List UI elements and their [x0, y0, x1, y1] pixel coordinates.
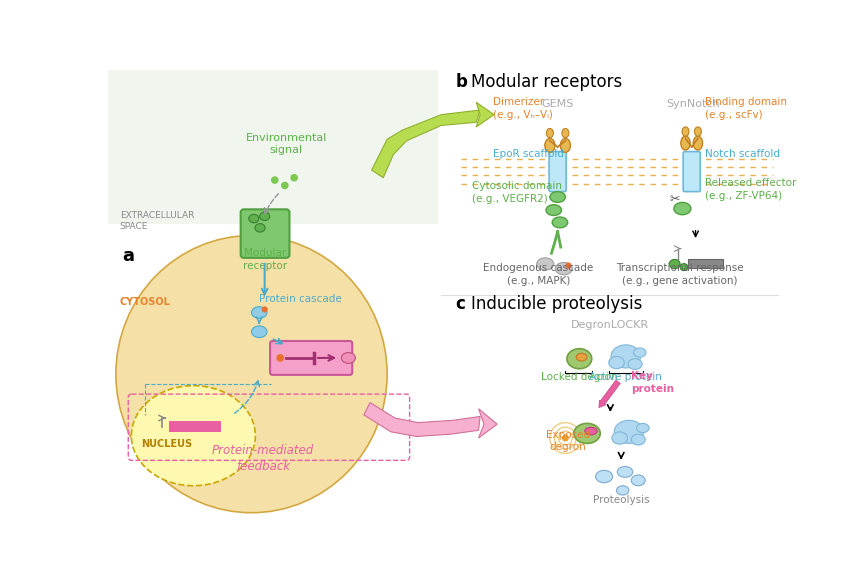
Text: CYTOSOL: CYTOSOL: [119, 297, 170, 307]
Ellipse shape: [567, 349, 592, 368]
Ellipse shape: [545, 139, 555, 152]
Ellipse shape: [631, 475, 645, 486]
Text: b: b: [455, 73, 467, 91]
Ellipse shape: [695, 127, 702, 136]
FancyBboxPatch shape: [240, 209, 290, 258]
Text: Key
protein: Key protein: [631, 371, 674, 394]
FancyBboxPatch shape: [683, 152, 701, 192]
Ellipse shape: [252, 307, 267, 318]
Ellipse shape: [674, 202, 691, 215]
Polygon shape: [478, 409, 497, 438]
Text: Modular receptors: Modular receptors: [471, 73, 622, 91]
Ellipse shape: [693, 136, 702, 150]
Ellipse shape: [682, 127, 689, 136]
Text: Binding domain
(e.g., scFv): Binding domain (e.g., scFv): [705, 97, 787, 120]
Text: a: a: [122, 247, 134, 265]
Ellipse shape: [555, 262, 573, 275]
Text: ✂: ✂: [670, 193, 680, 206]
Circle shape: [562, 434, 569, 441]
Polygon shape: [364, 403, 480, 437]
Text: GEMS: GEMS: [541, 99, 573, 109]
Text: Cytosolic domain
(e.g., VEGFR2): Cytosolic domain (e.g., VEGFR2): [472, 181, 562, 205]
Text: EpoR scaffold: EpoR scaffold: [493, 149, 564, 159]
Ellipse shape: [609, 356, 625, 368]
Ellipse shape: [618, 466, 633, 477]
Ellipse shape: [260, 212, 270, 220]
Ellipse shape: [116, 236, 388, 512]
Ellipse shape: [596, 470, 612, 483]
Polygon shape: [372, 110, 480, 178]
Text: Environmental
signal: Environmental signal: [246, 133, 327, 155]
Ellipse shape: [631, 434, 645, 445]
Ellipse shape: [552, 217, 567, 228]
Ellipse shape: [670, 259, 680, 269]
Bar: [108, 70, 438, 224]
Ellipse shape: [633, 348, 646, 357]
Ellipse shape: [573, 423, 600, 444]
Text: c: c: [455, 294, 465, 312]
Ellipse shape: [617, 486, 629, 495]
Text: Transcriptional response
(e.g., gene activation): Transcriptional response (e.g., gene act…: [616, 263, 744, 286]
Ellipse shape: [628, 359, 642, 370]
Ellipse shape: [611, 345, 641, 368]
Ellipse shape: [585, 427, 597, 435]
Polygon shape: [477, 102, 494, 127]
Text: Released effector
(e.g., ZF-VP64): Released effector (e.g., ZF-VP64): [705, 178, 797, 201]
Text: Active protein: Active protein: [589, 371, 663, 381]
Circle shape: [282, 182, 288, 188]
Ellipse shape: [547, 128, 554, 138]
Ellipse shape: [249, 215, 259, 223]
Text: EXTRACELLULAR
SPACE: EXTRACELLULAR SPACE: [119, 210, 194, 231]
Text: Protein cascade: Protein cascade: [259, 294, 342, 304]
FancyArrow shape: [599, 380, 620, 408]
Text: Endogenous cascade
(e.g., MAPK): Endogenous cascade (e.g., MAPK): [484, 263, 593, 286]
Text: Proteolysis: Proteolysis: [593, 495, 650, 505]
Ellipse shape: [550, 192, 566, 202]
Text: Protein-mediated
feedback: Protein-mediated feedback: [212, 444, 314, 473]
Bar: [169, 421, 221, 432]
Circle shape: [291, 175, 298, 181]
Text: Notch scaffold: Notch scaffold: [705, 149, 780, 159]
Ellipse shape: [680, 264, 688, 271]
Ellipse shape: [252, 326, 267, 338]
Circle shape: [272, 177, 278, 183]
Bar: [688, 259, 722, 268]
FancyBboxPatch shape: [549, 152, 567, 192]
Circle shape: [261, 306, 268, 312]
Text: Exposed
degron: Exposed degron: [546, 430, 590, 452]
Ellipse shape: [637, 423, 649, 433]
Ellipse shape: [614, 420, 644, 444]
Text: Locked degron: Locked degron: [541, 373, 618, 382]
Ellipse shape: [131, 386, 255, 486]
Ellipse shape: [562, 128, 569, 138]
Text: Dimerizer
(e.g., Vₕ–Vₗ): Dimerizer (e.g., Vₕ–Vₗ): [493, 97, 554, 120]
Ellipse shape: [342, 353, 356, 363]
Circle shape: [566, 262, 572, 269]
Ellipse shape: [576, 353, 587, 361]
Text: Inducible proteolysis: Inducible proteolysis: [471, 294, 642, 312]
Text: Modular
receptor: Modular receptor: [242, 248, 286, 271]
FancyBboxPatch shape: [270, 341, 352, 375]
Ellipse shape: [546, 205, 561, 216]
Ellipse shape: [612, 432, 627, 444]
Circle shape: [276, 354, 284, 362]
Ellipse shape: [561, 139, 570, 152]
Ellipse shape: [536, 258, 554, 270]
Text: SynNotch: SynNotch: [666, 99, 720, 109]
Text: DegronLOCKR: DegronLOCKR: [571, 320, 650, 330]
Text: NUCLEUS: NUCLEUS: [141, 439, 192, 449]
Ellipse shape: [255, 223, 265, 232]
Ellipse shape: [681, 136, 690, 150]
